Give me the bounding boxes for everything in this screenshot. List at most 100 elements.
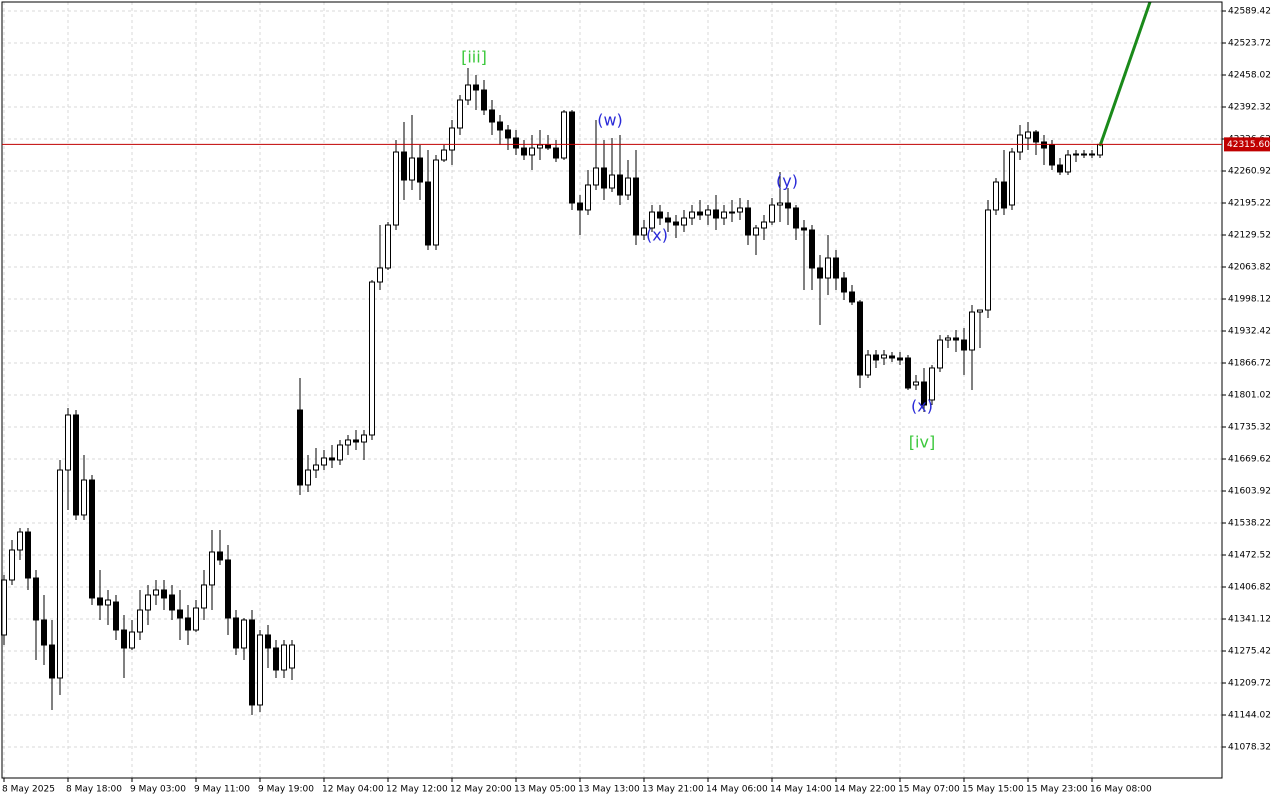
candle-body <box>673 221 679 226</box>
y-tick-label: 41603.92 <box>1228 486 1271 496</box>
candle-body <box>209 551 215 586</box>
y-tick-label: 42458.02 <box>1228 71 1271 81</box>
candle-body <box>81 479 87 516</box>
candle-body <box>321 457 327 466</box>
candle-body <box>153 589 159 596</box>
candle-body <box>737 207 743 213</box>
candle-body <box>585 184 591 211</box>
candle-body <box>137 609 143 633</box>
candle-body <box>401 151 407 181</box>
y-tick-label: 42392.32 <box>1228 103 1271 113</box>
candle-body <box>609 174 615 189</box>
candle-body <box>601 167 607 189</box>
candle-body <box>425 181 431 246</box>
x-tick-label: 12 May 04:00 <box>322 785 384 795</box>
candle-body <box>249 619 255 706</box>
candle-body <box>241 619 247 649</box>
x-tick-label: 9 May 19:00 <box>258 785 314 795</box>
y-tick-label: 41669.62 <box>1228 454 1271 464</box>
candle-body <box>225 559 231 619</box>
candle-body <box>969 311 975 351</box>
x-tick-label: 8 May 2025 <box>2 785 55 795</box>
candle-body <box>745 207 751 236</box>
candle-body <box>881 354 887 359</box>
candle-body <box>161 589 167 599</box>
candle-body <box>777 202 783 206</box>
candle-body <box>265 634 271 649</box>
candle-body <box>889 355 895 359</box>
candle-body <box>937 339 943 369</box>
candle-body <box>329 457 335 461</box>
candle-body <box>33 577 39 621</box>
candle-body <box>809 229 815 269</box>
candle-body <box>569 111 575 204</box>
candle-body <box>857 301 863 376</box>
x-tick-label: 13 May 21:00 <box>642 785 704 795</box>
candle-body <box>465 84 471 101</box>
candle-body <box>25 531 31 579</box>
candle-body <box>409 157 415 181</box>
y-tick-label: 41538.22 <box>1228 518 1271 528</box>
candle-body <box>553 147 559 159</box>
candle-body <box>1065 154 1071 173</box>
candle-body <box>545 144 551 149</box>
candle-body <box>713 209 719 219</box>
candle-body <box>121 629 127 649</box>
candle-body <box>897 357 903 361</box>
x-tick-label: 14 May 22:00 <box>834 785 896 795</box>
y-tick-label: 41866.72 <box>1228 358 1271 368</box>
candle-body <box>1081 153 1087 156</box>
wave-label: [iii] <box>461 48 487 67</box>
candle-body <box>521 147 527 156</box>
candle-body <box>729 211 735 214</box>
candle-body <box>505 129 511 139</box>
candle-body <box>689 211 695 219</box>
candle-body <box>233 617 239 649</box>
wave-label: (x) <box>911 397 933 416</box>
y-tick-label: 42129.52 <box>1228 231 1271 241</box>
y-tick-label: 42523.72 <box>1228 39 1271 49</box>
candle-body <box>1001 181 1007 209</box>
candle-body <box>825 257 831 279</box>
candle-body <box>817 267 823 279</box>
candle-body <box>281 644 287 671</box>
candle-body <box>921 381 927 406</box>
candle-body <box>377 267 383 283</box>
candle-body <box>201 584 207 609</box>
candle-body <box>705 209 711 216</box>
y-tick-label: 41341.12 <box>1228 614 1271 624</box>
candle-body <box>417 157 423 183</box>
y-tick-label: 41078.32 <box>1228 742 1271 752</box>
candle-body <box>433 159 439 246</box>
axes: 42589.4242523.7242458.0242392.3242326.62… <box>2 7 1271 795</box>
candle-body <box>473 84 479 91</box>
candle-body <box>497 121 503 131</box>
candle-body <box>297 409 303 486</box>
candle-body <box>113 601 119 631</box>
wave-label: (y) <box>776 172 798 191</box>
x-tick-label: 15 May 23:00 <box>1026 785 1088 795</box>
y-tick-label: 41144.02 <box>1228 710 1271 720</box>
candle-body <box>985 209 991 311</box>
x-tick-label: 15 May 15:00 <box>962 785 1024 795</box>
candle-body <box>361 434 367 443</box>
x-tick-label: 13 May 13:00 <box>578 785 640 795</box>
candle-body <box>489 109 495 123</box>
candle-body <box>1025 131 1031 139</box>
candle-body <box>1009 151 1015 206</box>
candle-body <box>1089 153 1095 156</box>
y-tick-label: 42195.22 <box>1228 199 1271 209</box>
y-tick-label: 41209.72 <box>1228 678 1271 688</box>
candle-body <box>1041 141 1047 149</box>
candle-body <box>617 174 623 196</box>
candle-body <box>41 619 47 646</box>
wave-label: (w) <box>597 111 623 130</box>
candle-body <box>89 479 95 599</box>
candle-body <box>9 549 15 581</box>
candle-body <box>441 149 447 161</box>
x-tick-label: 14 May 14:00 <box>770 785 832 795</box>
y-tick-label: 42063.82 <box>1228 263 1271 273</box>
candle-body <box>217 551 223 561</box>
